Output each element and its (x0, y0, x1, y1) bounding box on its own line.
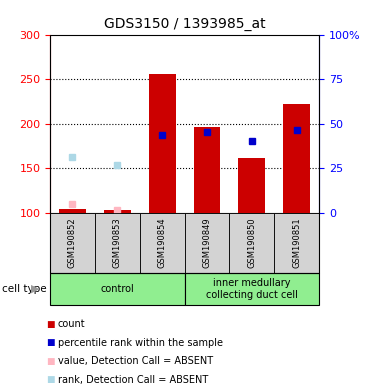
Text: GSM190852: GSM190852 (68, 218, 77, 268)
Text: ■: ■ (46, 375, 54, 384)
Text: count: count (58, 319, 85, 329)
Bar (104, 210, 131, 213)
Text: value, Detection Call = ABSENT: value, Detection Call = ABSENT (58, 356, 213, 366)
Text: inner medullary
collecting duct cell: inner medullary collecting duct cell (206, 278, 298, 300)
Bar (59, 209, 86, 213)
Title: GDS3150 / 1393985_at: GDS3150 / 1393985_at (104, 17, 265, 31)
Text: percentile rank within the sample: percentile rank within the sample (58, 338, 223, 348)
Bar (283, 104, 310, 213)
Text: rank, Detection Call = ABSENT: rank, Detection Call = ABSENT (58, 375, 208, 384)
Text: GSM190849: GSM190849 (203, 218, 211, 268)
Bar (239, 158, 265, 213)
Text: GSM190854: GSM190854 (158, 218, 167, 268)
Text: ■: ■ (46, 338, 54, 348)
Text: GSM190851: GSM190851 (292, 218, 301, 268)
Text: control: control (101, 284, 134, 294)
Text: ■: ■ (46, 320, 54, 329)
Text: GSM190850: GSM190850 (247, 218, 256, 268)
Text: GSM190853: GSM190853 (113, 217, 122, 268)
Bar (149, 74, 175, 213)
Bar (194, 127, 220, 213)
Text: ▶: ▶ (31, 284, 39, 294)
Text: cell type: cell type (2, 284, 46, 294)
Text: ■: ■ (46, 357, 54, 366)
